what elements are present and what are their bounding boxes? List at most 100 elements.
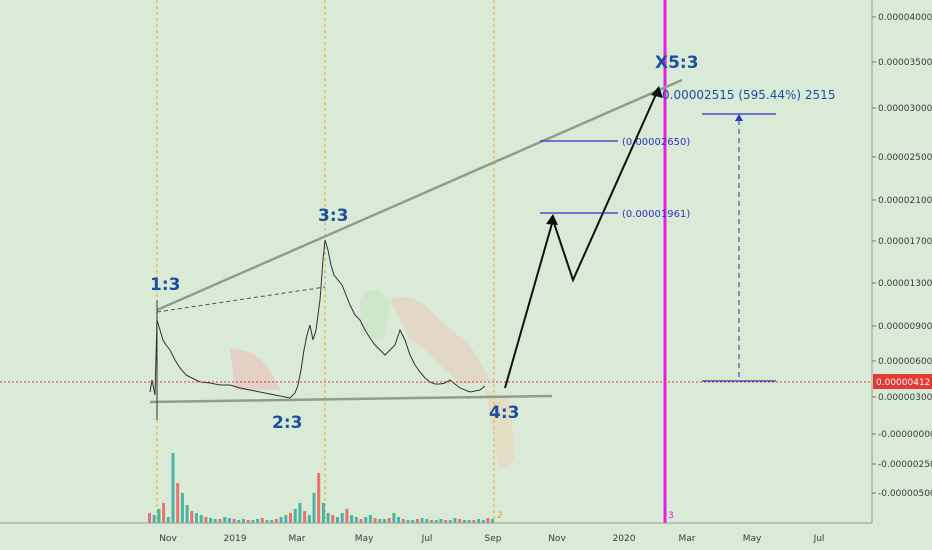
wave-label-2: 2:3 [272, 413, 302, 433]
volume-bar [199, 515, 203, 523]
volume-bar [415, 519, 419, 523]
volume-bar [176, 483, 180, 523]
volume-bar [293, 509, 297, 523]
time-axis-tick-label: Jul [813, 534, 825, 544]
price-axis-tick-label: 0.00003000 [878, 104, 932, 114]
volume-bar [397, 517, 401, 523]
wave-label-4: 4:3 [489, 403, 519, 423]
volume-bar [166, 517, 170, 523]
volume-bar [491, 519, 495, 523]
volume-bar [246, 520, 250, 523]
volume-bar [411, 520, 415, 523]
volume-bar [298, 503, 302, 523]
volume-bar [256, 519, 260, 523]
volume-bar [364, 517, 368, 523]
volume-bar [284, 515, 288, 523]
volume-bar [477, 519, 480, 523]
volume-bar [448, 520, 452, 523]
volume-bar [157, 509, 161, 523]
time-axis-tick-label: Mar [679, 534, 696, 544]
volume-bar [462, 520, 466, 523]
volume-bar [350, 515, 354, 523]
volume-bar [303, 511, 307, 523]
volume-bar [312, 493, 316, 523]
volume-bar [162, 503, 166, 523]
price-axis-tick-label: 0.00000300 [878, 393, 932, 403]
volume-bar [378, 519, 382, 523]
projection-label: 0.00002515 (595.44%) 2515 [662, 88, 835, 102]
volume-bar [453, 518, 457, 523]
volume-bar [387, 518, 391, 523]
lower-trendline [149, 394, 553, 404]
volume-bar [223, 517, 227, 523]
volume-bar [148, 513, 151, 523]
volume-bars [148, 453, 495, 523]
projection-arrow-2 [651, 86, 663, 98]
volume-bar [401, 519, 405, 523]
volume-bar [354, 517, 358, 523]
time-axis-tick-label: Mar [289, 534, 306, 544]
volume-bar [204, 517, 208, 523]
volume-bar [289, 513, 292, 523]
fib-label-upper: (0.00002650) [622, 137, 690, 148]
volume-bar [317, 473, 321, 523]
price-axis-panel[interactable] [872, 0, 932, 523]
price-axis-tick-label: 0.00000900 [878, 322, 932, 332]
volume-bar [209, 518, 213, 523]
volume-bar [345, 509, 349, 523]
time-axis-panel[interactable] [0, 523, 932, 550]
time-axis-tick-label: 2020 [613, 534, 636, 544]
current-price-tag [873, 374, 932, 389]
volume-bar [439, 519, 443, 523]
upper-trendline [156, 78, 683, 312]
price-axis-tick-label: -0.00000250 [878, 460, 932, 470]
price-axis-tick-label: 0.00002500 [878, 153, 932, 163]
volume-bar [152, 515, 156, 523]
volume-bar [279, 517, 283, 523]
volume-bar [444, 520, 448, 523]
time-axis-tick-label: 2019 [224, 534, 247, 544]
price-series [149, 239, 486, 399]
cycle-marker-2: 2 [497, 511, 503, 521]
volume-bar [331, 515, 335, 523]
volume-bar [472, 520, 476, 523]
volume-bar [190, 511, 194, 523]
volume-bar [218, 519, 222, 523]
volume-bar [458, 519, 462, 523]
volume-bar [434, 520, 438, 523]
volume-bar [481, 520, 485, 523]
volume-bar [195, 513, 198, 523]
volume-bar [383, 519, 386, 523]
price-axis-tick-label: -0.00000000 [878, 430, 932, 440]
wave-label-5: X5:3 [655, 53, 699, 73]
time-axis-ticks: Nov 2019 Mar May Jul Sep Nov 2020 Mar May Jul [159, 534, 824, 544]
price-axis-tick-label: 0.00001300 [878, 279, 932, 289]
volume-bar [260, 518, 264, 523]
current-price-tag-label: 0.00000412 [876, 378, 930, 388]
volume-bar [321, 503, 325, 523]
volume-bar [227, 518, 231, 523]
price-axis-tick-label: 0.00002100 [878, 196, 932, 206]
time-axis-tick-label: Jul [421, 534, 433, 544]
time-axis-tick-label: May [743, 534, 762, 544]
volume-bar [406, 520, 410, 523]
volume-bar [180, 493, 184, 523]
projection-arrow-1 [546, 214, 558, 225]
volume-bar [430, 520, 433, 523]
price-axis-tick-label: -0.00000500 [878, 489, 932, 499]
price-axis-tick-label: 0.00001700 [878, 237, 932, 247]
price-axis-ticks: 0.00004000 0.00003500 0.00003000 0.00002500… [872, 13, 932, 499]
measure-arrow [735, 114, 743, 121]
volume-bar [265, 520, 269, 523]
volume-bar [274, 519, 278, 523]
wave-label-1: 1:3 [150, 275, 180, 295]
volume-bar [340, 513, 344, 523]
volume-bar [368, 515, 372, 523]
volume-bar [307, 515, 311, 523]
volume-bar [425, 519, 429, 523]
volume-bar [237, 520, 241, 523]
time-axis-tick-label: Sep [485, 534, 502, 544]
volume-bar [373, 518, 377, 523]
